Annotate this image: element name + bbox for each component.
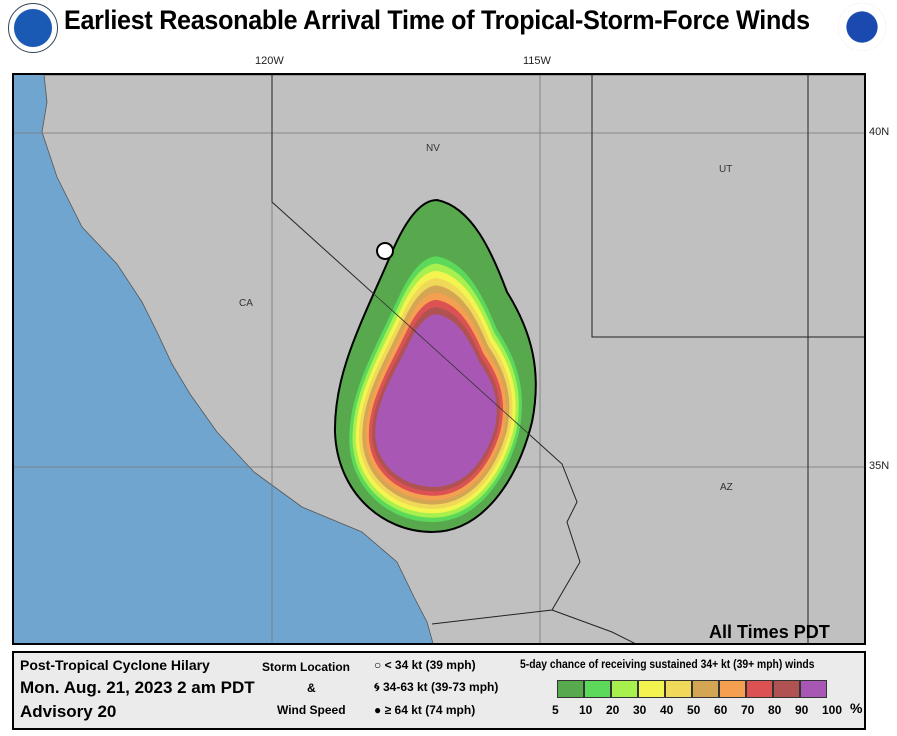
legend: Post-Tropical Cyclone Hilary Mon. Aug. 2… <box>12 651 866 730</box>
map-canvas <box>14 75 864 643</box>
wind-probability-swath <box>334 200 536 532</box>
state-label-ut: UT <box>719 164 733 175</box>
symbol-ts: 🌀︎ 34-63 kt (39-73 mph) <box>374 680 499 694</box>
hurricane-icon: ● <box>374 703 382 717</box>
scale-label: 50 <box>687 703 701 717</box>
scale-swatch <box>557 680 584 698</box>
wind-speed-label: Wind Speed <box>277 703 346 717</box>
scale-label: 70 <box>741 703 755 717</box>
state-label-nv: NV <box>426 143 440 154</box>
scale-label: 90 <box>795 703 809 717</box>
scale-label: 40 <box>660 703 674 717</box>
symbol-ts-below: ○ < 34 kt (39 mph) <box>374 658 476 672</box>
scale-label: 20 <box>606 703 620 717</box>
scale-label: 10 <box>579 703 593 717</box>
scale-swatch <box>611 680 638 698</box>
symbol-hurricane: ● ≥ 64 kt (74 mph) <box>374 703 476 717</box>
advisory-number: Advisory 20 <box>20 702 117 721</box>
scale-label: 80 <box>768 703 782 717</box>
scale-swatch <box>665 680 692 698</box>
track-line <box>271 201 563 465</box>
scale-label: 30 <box>633 703 647 717</box>
scale-swatch <box>584 680 611 698</box>
scale-swatch <box>719 680 746 698</box>
scale-percent: % <box>850 700 863 716</box>
nws-logo <box>838 3 886 51</box>
lon-label-115w: 115W <box>523 55 551 67</box>
lon-label-120w: 120W <box>255 55 284 67</box>
scale-swatch <box>746 680 773 698</box>
map: NV UT CA AZ All Times PDT <box>12 73 866 645</box>
scale-swatch <box>773 680 800 698</box>
scale-title: 5-day chance of receiving sustained 34+ … <box>520 659 815 671</box>
storm-name: Post-Tropical Cyclone Hilary <box>20 657 210 673</box>
swath-outline <box>333 198 537 534</box>
scale-swatch <box>692 680 719 698</box>
scale-swatch <box>800 680 827 698</box>
state-label-ca: CA <box>239 298 253 309</box>
scale-label: 5 <box>552 703 559 717</box>
swath-band <box>375 314 497 487</box>
open-circle-icon: ○ <box>374 658 382 672</box>
state-label-az: AZ <box>720 482 733 493</box>
tropical-storm-icon: 🌀︎ <box>374 680 380 694</box>
storm-location-label: Storm Location <box>262 660 351 674</box>
scale-label: 100 <box>822 703 843 717</box>
advisory-date: Mon. Aug. 21, 2023 2 am PDT <box>20 678 255 697</box>
lat-label-35n: 35N <box>869 460 890 472</box>
amp-label: & <box>307 681 316 695</box>
storm-location-marker <box>376 242 394 260</box>
scale-label: 60 <box>714 703 728 717</box>
noaa-logo <box>8 3 58 53</box>
times-note: All Times PDT <box>709 622 830 642</box>
page-title: Earliest Reasonable Arrival Time of Trop… <box>64 5 810 35</box>
lat-label-40n: 40N <box>869 126 890 138</box>
scale-swatch <box>638 680 665 698</box>
